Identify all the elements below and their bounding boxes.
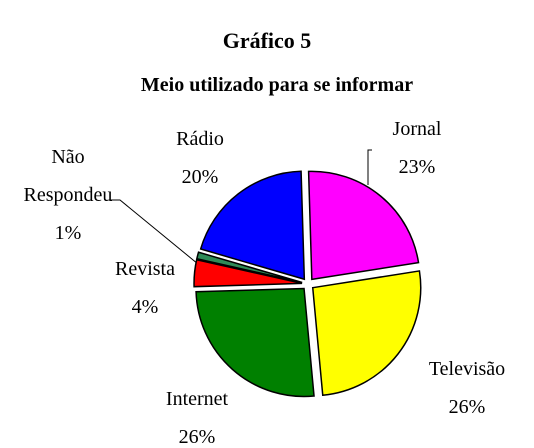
pie-slice — [193, 258, 303, 288]
chart-subtitle: Meio utilizado para se informar — [140, 74, 414, 96]
pie-slice — [311, 270, 422, 397]
slice-label: Televisão 26% — [407, 350, 527, 426]
slice-label: Não Respondeu 1% — [10, 138, 126, 252]
slice-label: Internet 26% — [137, 380, 257, 448]
pie-slice — [199, 170, 306, 281]
value-label: 1% — [54, 222, 82, 244]
category-label: Televisão — [428, 358, 506, 380]
value-label: 26% — [448, 396, 486, 418]
pie-slice — [195, 287, 315, 398]
value-label: 20% — [181, 166, 219, 188]
slice-label: Jornal 23% — [367, 110, 467, 186]
pie-slice — [195, 251, 303, 284]
category-label: Não Respondeu — [23, 146, 113, 206]
value-label: 26% — [178, 426, 216, 448]
chart-title: Gráfico 5 — [222, 28, 312, 53]
value-label: 4% — [131, 296, 159, 318]
pie-slice — [307, 170, 420, 281]
category-label: Jornal — [392, 118, 442, 140]
category-label: Revista — [115, 258, 175, 280]
leader-line — [110, 199, 199, 265]
category-label: Internet — [165, 388, 229, 410]
value-label: 23% — [398, 156, 436, 178]
leader-line — [367, 149, 372, 185]
slice-label: Rádio 20% — [150, 120, 250, 196]
category-label: Rádio — [176, 128, 224, 150]
slice-label: Revista 4% — [95, 250, 195, 326]
